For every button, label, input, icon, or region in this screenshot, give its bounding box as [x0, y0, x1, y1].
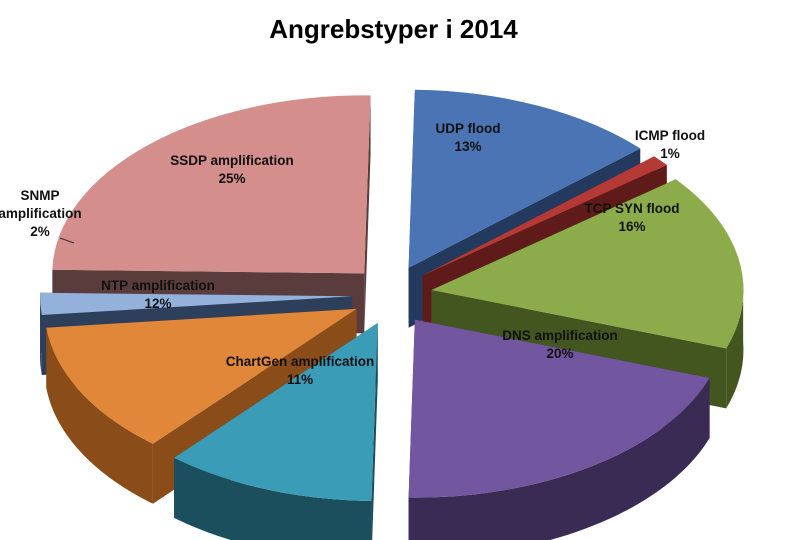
slice-snmp-amplification	[40, 292, 353, 316]
slice-label-text-ssdp-amplification-0: SSDP amplification	[170, 153, 294, 168]
slice-icmp-flood	[422, 156, 667, 276]
slice-label-text-icmp-flood-0: ICMP flood	[635, 128, 705, 143]
slice-wall-ssdp-amplification-1	[364, 95, 371, 334]
slice-rim-tcp-syn-flood-0	[726, 282, 744, 409]
slice-label-text-snmp-amplification-0: SNMP	[20, 188, 59, 203]
slice-label-snmp-amplification: SNMP amplification 2%	[0, 188, 82, 239]
slice-label-dns-amplification: DNS amplification 20%	[502, 328, 618, 361]
slice-label-udp-flood: UDP flood 13%	[436, 121, 501, 154]
slice-udp-flood	[408, 89, 641, 268]
slice-value-dns-amplification: 20%	[546, 346, 573, 361]
slice-ssdp-amplification	[52, 95, 371, 274]
slice-dns-amplification	[408, 319, 710, 498]
slice-tcp-syn-flood	[431, 179, 744, 349]
slice-rim-dns-amplification-0	[408, 377, 710, 540]
slice-label-text-chartgen-amplification-0: ChartGen amplification	[226, 354, 375, 369]
slice-value-udp-flood: 13%	[454, 139, 481, 154]
slice-rim-ntp-amplification-0	[46, 327, 153, 504]
slice-rim-snmp-amplification-0	[40, 292, 42, 376]
slice-label-text-dns-amplification-0: DNS amplification	[502, 328, 618, 343]
slice-value-ntp-amplification: 12%	[144, 296, 171, 311]
slice-label-text-ntp-amplification-0: NTP amplification	[101, 278, 215, 293]
slice-label-text-tcp-syn-flood-0: TCP SYN flood	[584, 201, 679, 216]
slice-value-ssdp-amplification: 25%	[218, 171, 245, 186]
slice-label-ntp-amplification: NTP amplification 12%	[101, 278, 215, 311]
slice-label-ssdp-amplification: SSDP amplification 25%	[170, 153, 294, 186]
slice-rim-chartgen-amplification-0	[174, 457, 372, 540]
slice-label-tcp-syn-flood: TCP SYN flood 16%	[584, 201, 679, 234]
snmp-leader-line	[59, 237, 75, 244]
slice-value-snmp-amplification: 2%	[30, 224, 50, 239]
slice-label-text-snmp-amplification-1: amplification	[0, 206, 82, 221]
slice-ntp-amplification	[46, 308, 357, 444]
slice-label-chartgen-amplification: ChartGen amplification 11%	[226, 354, 375, 387]
slice-value-icmp-flood: 1%	[660, 146, 680, 161]
chart-title: Angrebstyper i 2014	[269, 14, 518, 44]
slice-label-icmp-flood: ICMP flood 1%	[635, 128, 705, 161]
slice-value-chartgen-amplification: 11%	[287, 372, 313, 387]
slice-value-tcp-syn-flood: 16%	[618, 219, 645, 234]
slice-label-text-udp-flood-0: UDP flood	[436, 121, 501, 136]
slice-chartgen-amplification	[174, 323, 378, 501]
